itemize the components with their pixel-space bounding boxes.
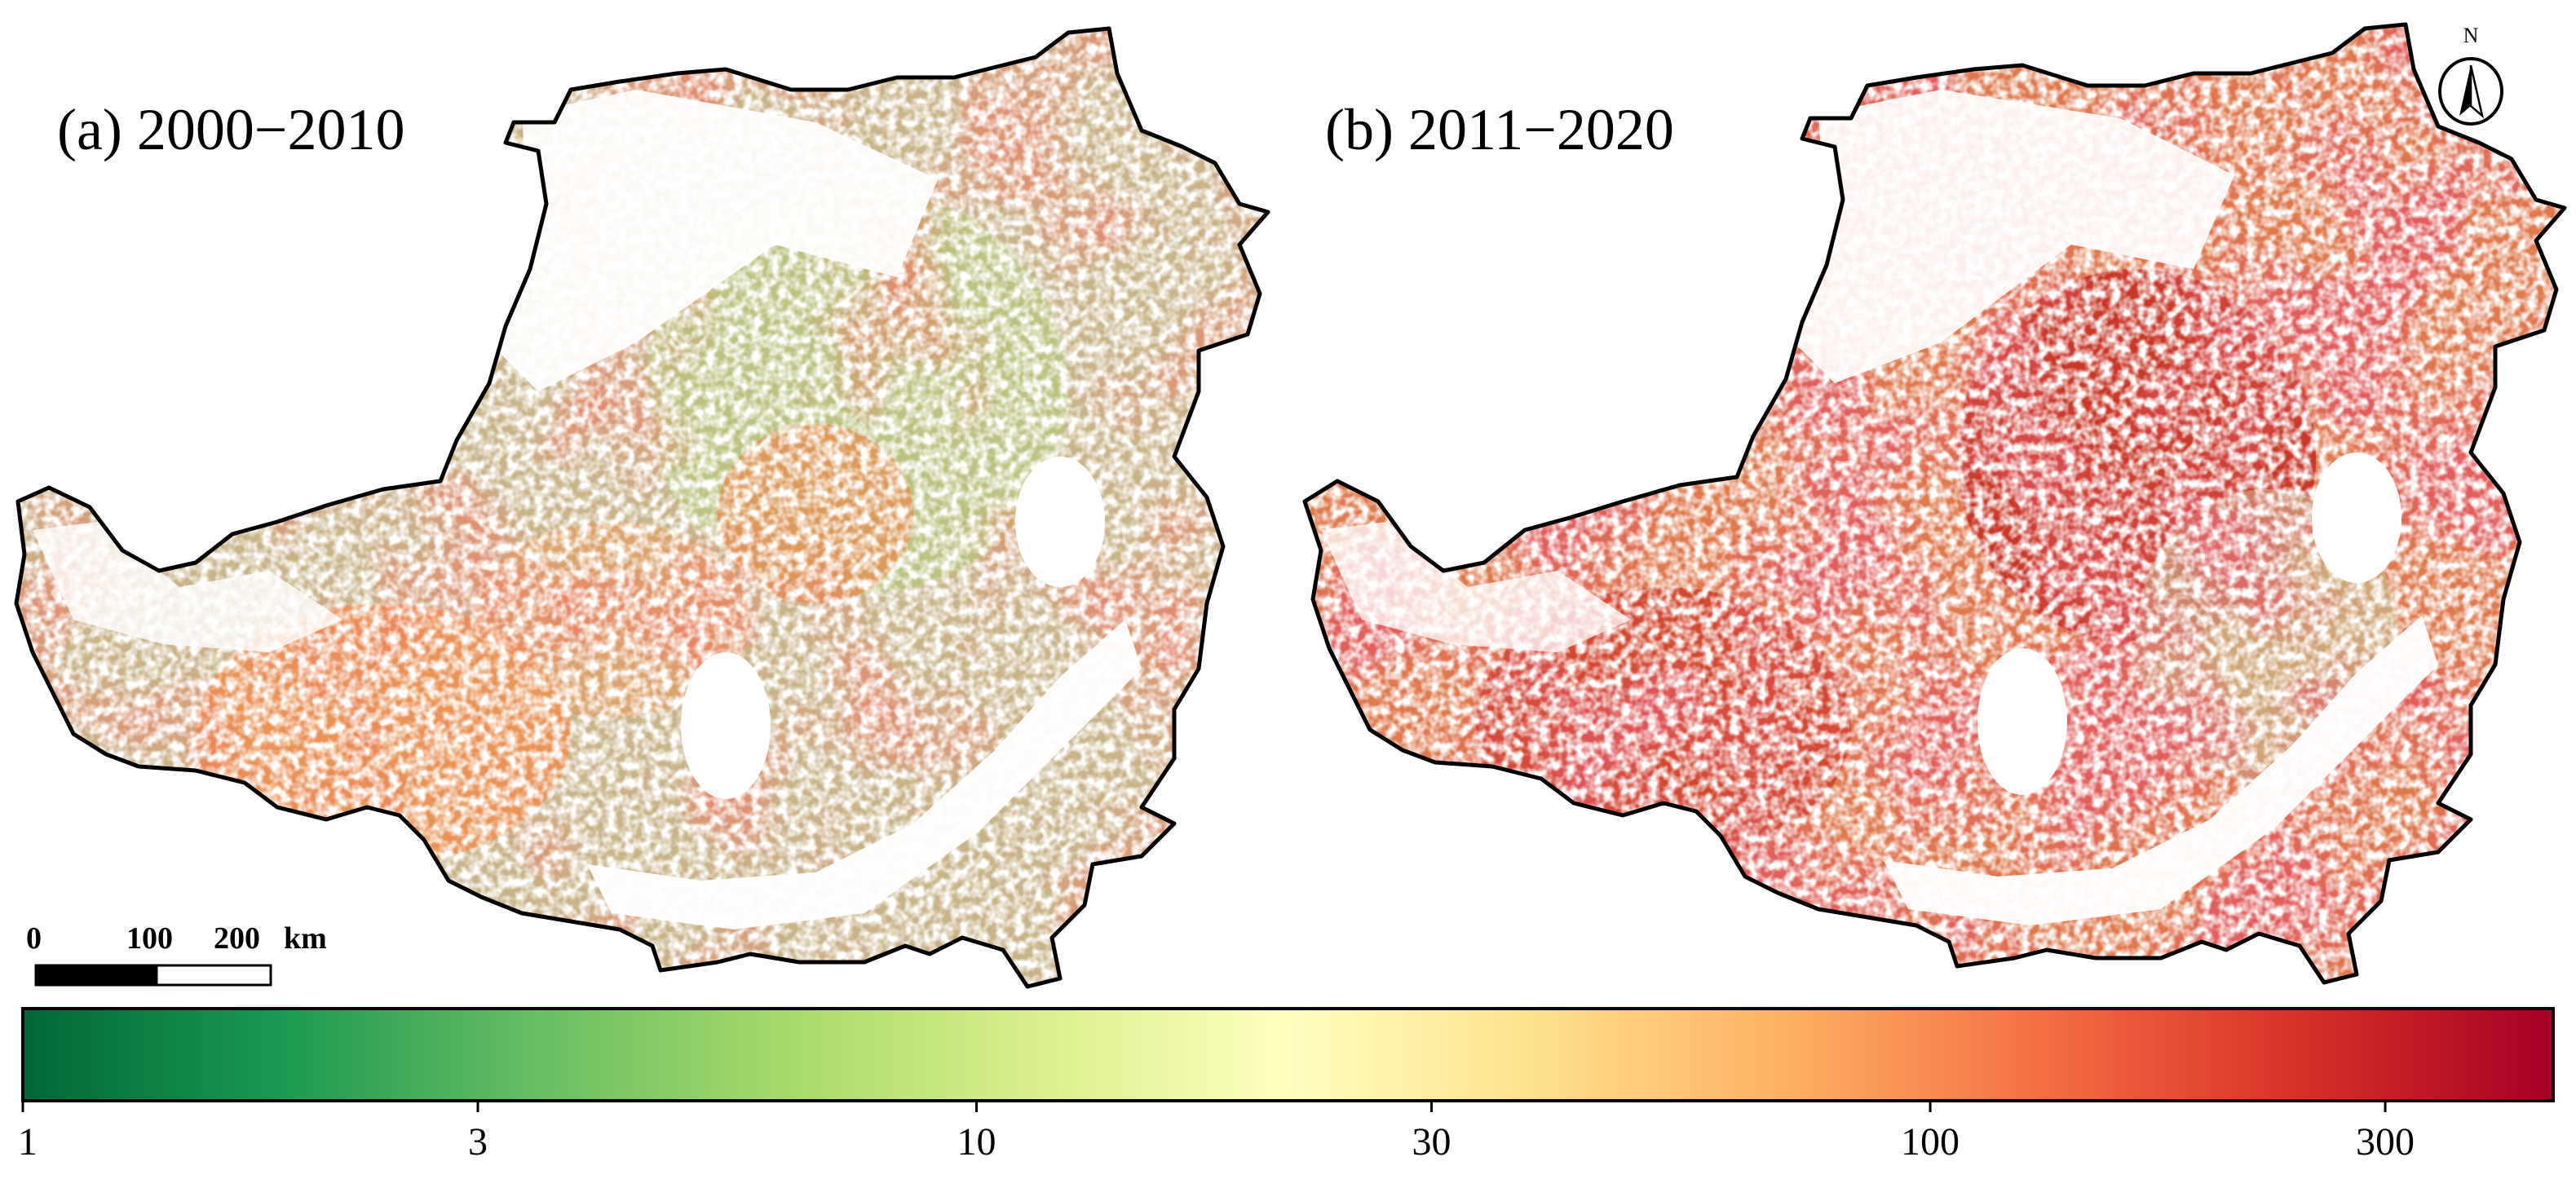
colorbar-tick-label: 30 <box>1412 1120 1451 1164</box>
colorbar-tick-label: 3 <box>468 1120 488 1164</box>
colorbar-tick-label: 1 <box>18 1120 38 1164</box>
scale-label-200: 200 <box>214 921 260 956</box>
colorbar-tick-label: 300 <box>2356 1120 2415 1164</box>
north-arrow-icon: N <box>2438 24 2503 126</box>
scale-label-100: 100 <box>126 921 173 956</box>
colorbar-ticks: 1 3 10 30 100 300 <box>18 1101 2415 1164</box>
map-panel-b: (b) 2011−2020 <box>1288 0 2576 1003</box>
scale-label-0: 0 <box>26 921 42 956</box>
scale-bar: 0 100 200 km <box>26 921 327 987</box>
colorbar-tick-label: 100 <box>1901 1120 1960 1164</box>
colorbar-gradient <box>21 1007 2555 1102</box>
scale-segment-white <box>155 964 272 987</box>
scale-unit: km <box>284 921 327 956</box>
panel-a-title: (a) 2000−2010 <box>57 97 405 162</box>
scale-frame <box>34 964 272 987</box>
colorbar-tick-label: 10 <box>957 1120 996 1164</box>
panel-b-title: (b) 2011−2020 <box>1325 97 1674 162</box>
north-letter: N <box>2463 24 2479 47</box>
map-panel-a: (a) 2000−2010 <box>0 0 1288 1003</box>
scale-segment-black <box>36 965 157 985</box>
colorbar: 1 3 10 30 100 300 <box>18 1007 2555 1164</box>
